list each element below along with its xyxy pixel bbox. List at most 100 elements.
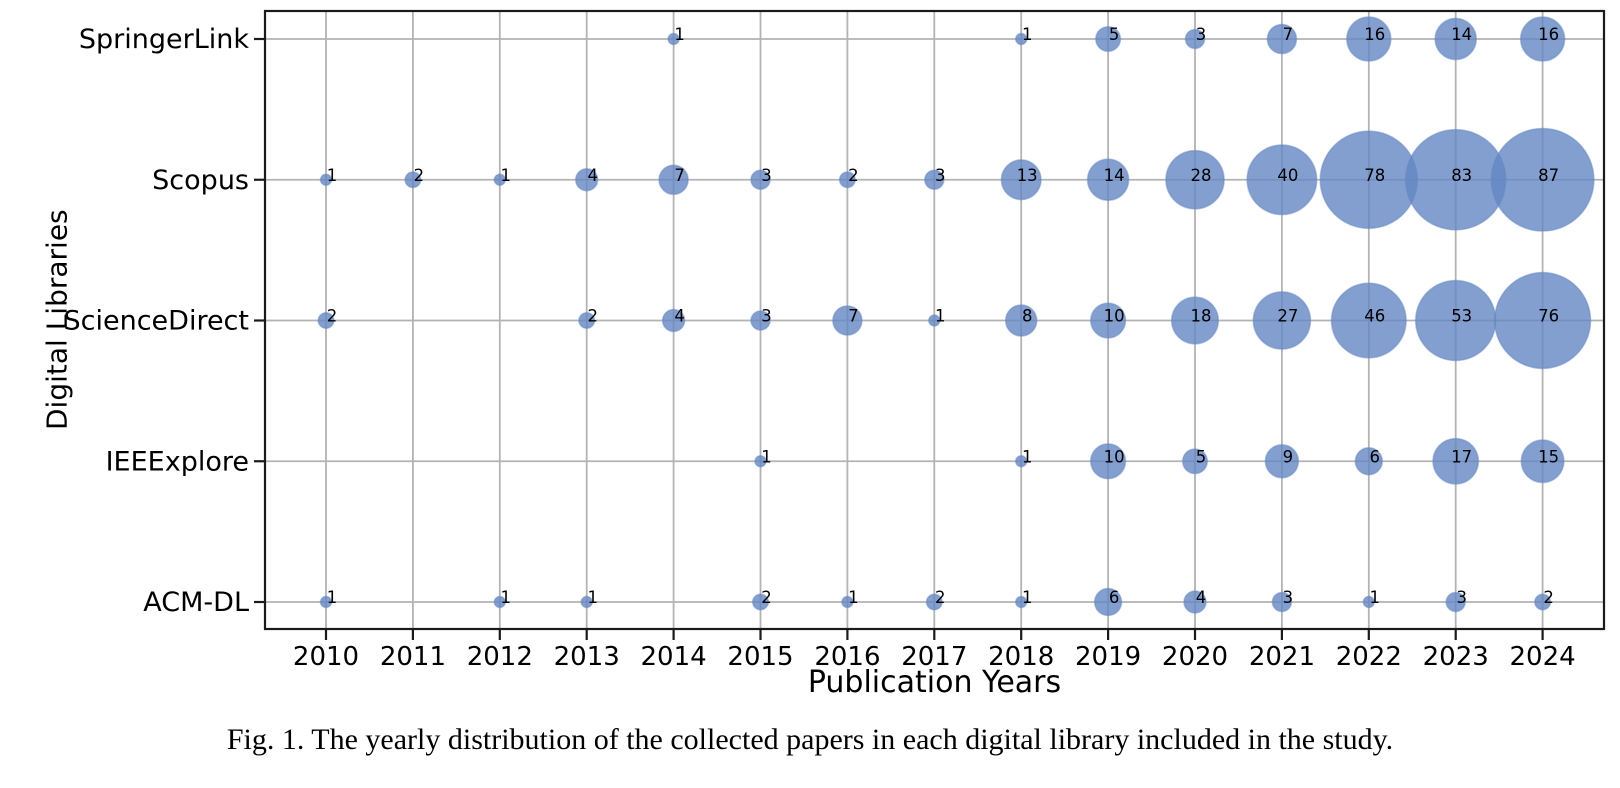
bubble	[1252, 291, 1312, 350]
bubble-value-label: 6	[1370, 447, 1381, 466]
bubble-value-label: 15	[1538, 447, 1559, 466]
bubble	[928, 314, 941, 327]
bubble-value-label: 4	[587, 166, 598, 185]
bubble	[1014, 595, 1028, 609]
bubble	[493, 173, 507, 186]
bubble-value-label: 8	[1022, 307, 1033, 326]
bubble	[404, 171, 422, 189]
bubble	[1445, 591, 1466, 613]
bubble	[574, 168, 599, 192]
bubble-value-label: 17	[1451, 447, 1472, 466]
bubble	[925, 593, 943, 611]
bubble	[1493, 271, 1592, 370]
bubble-value-label: 1	[327, 588, 338, 607]
x-tick-label: 2022	[1336, 642, 1402, 672]
bubble-value-label: 3	[1456, 588, 1467, 607]
x-axis-title: Publication Years	[807, 665, 1062, 700]
bubble	[667, 32, 680, 46]
y-tick-label: ACM-DL	[143, 587, 249, 618]
bubble	[1183, 590, 1207, 614]
bubble-value-label: 1	[587, 588, 598, 607]
x-tick-label: 2014	[641, 642, 707, 672]
bubble	[580, 595, 593, 609]
x-tick-label: 2011	[380, 642, 446, 672]
bubble-value-label: 14	[1451, 25, 1472, 44]
bubble-value-label: 40	[1277, 166, 1298, 185]
bubble-value-label: 10	[1104, 307, 1125, 326]
bubble	[750, 169, 771, 191]
bubble-value-label: 46	[1364, 307, 1385, 326]
bubble	[1264, 444, 1300, 479]
bubble-value-label: 1	[1022, 25, 1033, 44]
bubble	[317, 311, 335, 330]
bubble-value-label: 13	[1017, 166, 1038, 185]
bubble	[1354, 447, 1384, 476]
bubble-value-label: 1	[501, 588, 512, 607]
bubble-value-label: 1	[501, 166, 512, 185]
bubble	[493, 595, 507, 609]
x-tick-label: 2015	[727, 642, 793, 672]
bubble	[319, 595, 333, 609]
bubble-value-label: 1	[327, 166, 338, 185]
bubble-value-label: 4	[1196, 588, 1207, 607]
bubble-value-label: 76	[1538, 307, 1559, 326]
bubble-value-label: 2	[587, 307, 598, 326]
bubble-value-label: 78	[1364, 166, 1385, 185]
bubble	[319, 173, 333, 186]
bubble-value-label: 16	[1538, 25, 1559, 44]
bubble-value-label: 2	[414, 166, 425, 185]
y-tick-label: SpringerLink	[79, 24, 249, 55]
bubble	[661, 308, 686, 333]
bubble	[1170, 296, 1220, 345]
y-axis-title: Digital Libraries	[40, 209, 74, 431]
bubble	[1181, 448, 1209, 475]
bubble-value-label: 1	[1022, 447, 1033, 466]
bubble-value-label: 3	[1196, 25, 1207, 44]
bubble-chart: 2010 2011 2012 2013 2014 2015 2016 2017 2018 2019…	[63, 9, 1606, 672]
bubble	[578, 311, 596, 330]
x-tick-label: 2016	[814, 642, 880, 672]
bubble-value-label: 2	[848, 166, 859, 185]
x-tick-label: 2024	[1510, 642, 1576, 672]
bubble	[1362, 595, 1376, 609]
bubble-value-label: 3	[761, 166, 772, 185]
bubble	[754, 455, 767, 468]
x-tick-label: 2013	[554, 642, 620, 672]
bubble-value-label: 1	[1370, 588, 1381, 607]
bubble	[1000, 159, 1042, 201]
bubble	[1432, 437, 1480, 485]
bubble-value-label: 10	[1104, 447, 1125, 466]
bubble-value-label: 83	[1451, 166, 1472, 185]
y-tick-label: ScienceDirect	[63, 306, 249, 337]
bubble-value-label: 14	[1104, 166, 1125, 185]
bubble	[1089, 443, 1127, 480]
y-tick-label: IEEExplore	[106, 446, 249, 477]
bubble	[838, 171, 856, 189]
bubble	[1519, 16, 1566, 62]
bubble	[1165, 149, 1225, 210]
bubble-value-label: 1	[1022, 588, 1033, 607]
bubble	[1086, 158, 1130, 202]
bubble-value-label: 27	[1277, 307, 1298, 326]
bubble-value-label: 2	[761, 588, 772, 607]
bubble	[1490, 127, 1595, 232]
bubble	[1246, 144, 1318, 216]
bubble-value-label: 18	[1191, 307, 1212, 326]
bubble	[750, 310, 771, 331]
bubble-value-label: 87	[1538, 166, 1559, 185]
bubble-value-label: 1	[848, 588, 859, 607]
bubble	[1271, 591, 1293, 613]
figure-caption: Fig. 1. The yearly distribution of the c…	[226, 723, 1394, 756]
bubble	[1534, 593, 1552, 611]
bubble-value-label: 2	[935, 588, 946, 607]
bubble	[1014, 32, 1028, 46]
x-tick-label: 2010	[293, 642, 359, 672]
bubble-value-label: 4	[674, 307, 685, 326]
bubble-value-label: 3	[761, 307, 772, 326]
bubble	[1330, 282, 1407, 359]
bubble-value-label: 7	[674, 166, 685, 185]
x-tick-label: 2018	[988, 642, 1054, 672]
bubble	[1434, 17, 1478, 61]
bubble	[1520, 439, 1565, 484]
bubble	[841, 595, 854, 609]
